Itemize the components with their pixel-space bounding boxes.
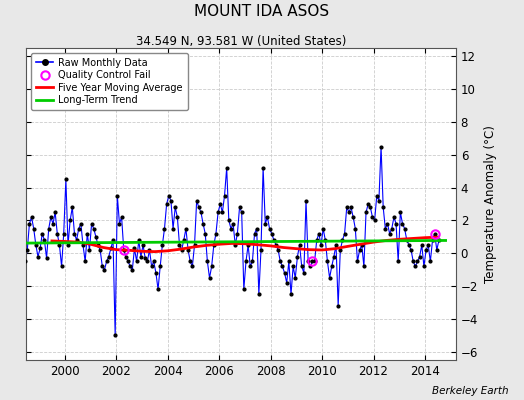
Text: MOUNT IDA ASOS: MOUNT IDA ASOS [194, 4, 330, 19]
Legend: Raw Monthly Data, Quality Control Fail, Five Year Moving Average, Long-Term Tren: Raw Monthly Data, Quality Control Fail, … [31, 53, 188, 110]
Text: Berkeley Earth: Berkeley Earth [432, 386, 508, 396]
Title: 34.549 N, 93.581 W (United States): 34.549 N, 93.581 W (United States) [136, 35, 346, 48]
Y-axis label: Temperature Anomaly (°C): Temperature Anomaly (°C) [484, 125, 497, 283]
